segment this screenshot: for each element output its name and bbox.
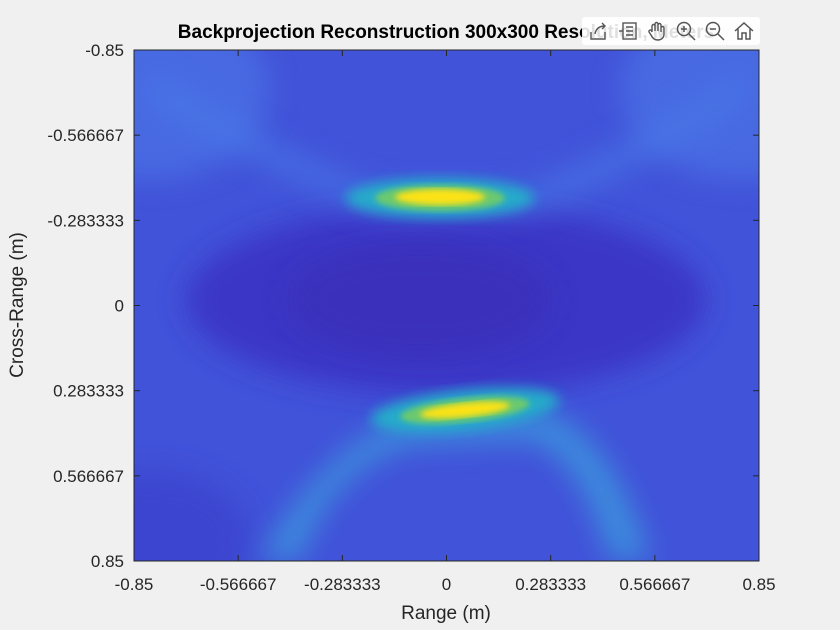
- x-axis-label: Range (m): [401, 603, 491, 624]
- x-tick-label: -0.566667: [200, 575, 277, 594]
- y-tick-label: -0.566667: [47, 126, 124, 145]
- x-tick-label: 0: [442, 575, 451, 594]
- zoom-out-icon[interactable]: [700, 17, 729, 45]
- y-tick-label: -0.283333: [47, 211, 124, 230]
- x-tick-label: 0.566667: [619, 575, 690, 594]
- zoom-in-icon[interactable]: [671, 17, 700, 45]
- pan-icon[interactable]: [642, 17, 671, 45]
- y-tick-label: 0.283333: [53, 382, 124, 401]
- chart-title: Backprojection Reconstruction 300x300 Re…: [178, 22, 714, 43]
- y-axis-label: Cross-Range (m): [7, 232, 28, 378]
- axes-toolbar: [582, 17, 760, 45]
- x-axis-ticks: -0.85 -0.566667 -0.283333 0 0.283333 0.566667…: [115, 50, 776, 594]
- y-tick-label: 0: [115, 297, 124, 316]
- x-tick-label: -0.283333: [304, 575, 381, 594]
- x-tick-label: 0.283333: [515, 575, 586, 594]
- heatmap-image: [134, 50, 759, 561]
- x-tick-label: 0.85: [742, 575, 775, 594]
- data-tips-icon[interactable]: [613, 17, 642, 45]
- x-tick-label: -0.85: [115, 575, 154, 594]
- y-tick-label: -0.85: [85, 41, 124, 60]
- y-tick-label: 0.85: [91, 552, 124, 571]
- y-tick-label: 0.566667: [53, 467, 124, 486]
- home-icon[interactable]: [729, 17, 758, 45]
- y-axis-ticks: -0.85 -0.566667 -0.283333 0 0.283333 0.566667…: [47, 41, 759, 571]
- export-icon[interactable]: [584, 17, 613, 45]
